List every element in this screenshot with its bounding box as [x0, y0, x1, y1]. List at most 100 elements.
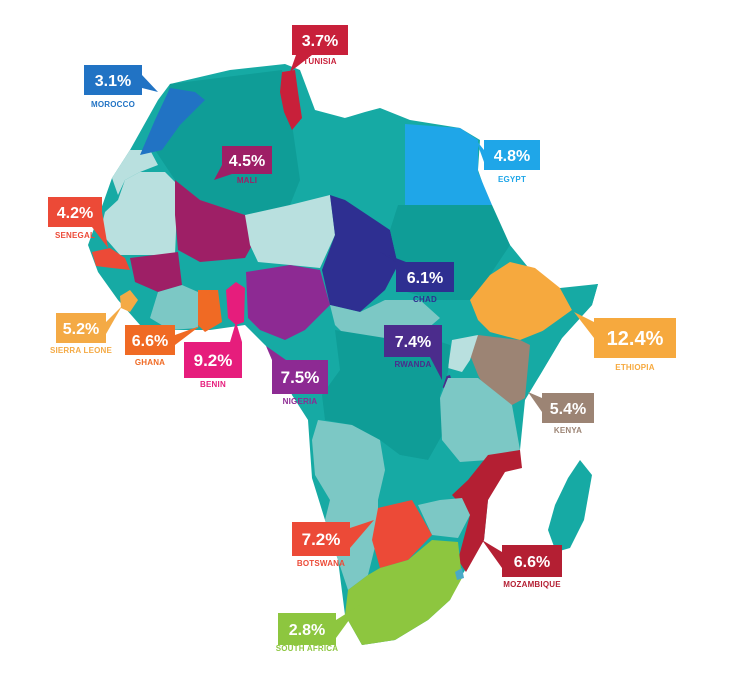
callout-country-label: MALI [237, 176, 257, 185]
callout-country-label: ETHIOPIA [615, 363, 654, 372]
callout-box [272, 360, 328, 394]
callout-pointer [574, 312, 594, 338]
callout-value: 7.5% [281, 368, 320, 387]
callout-south-africa: 2.8% SOUTH AFRICA [276, 605, 360, 653]
callout-value: 5.4% [550, 401, 586, 418]
callout-benin: 9.2% BENIN [184, 322, 242, 389]
map-regions [88, 64, 598, 645]
callout-pointer [230, 322, 242, 342]
region-zambia [385, 455, 468, 505]
callout-value: 6.6% [132, 333, 168, 350]
callout-box [278, 613, 336, 645]
region-botswana [372, 500, 432, 568]
callout-pointer [290, 55, 312, 72]
callout-box [84, 65, 142, 95]
callout-nigeria: 7.5% NIGERIA [266, 346, 328, 406]
region-chad [322, 195, 398, 312]
callout-pointer [380, 252, 406, 262]
region-egypt [405, 124, 492, 205]
callout-pointer [106, 306, 122, 334]
callout-botswana: 7.2% BOTSWANA [292, 520, 374, 568]
callout-mali: 4.5% MALI [214, 146, 272, 185]
callout-value: 6.6% [514, 554, 550, 571]
callout-chad: 6.1% CHAD [380, 252, 454, 304]
callout-value: 4.2% [57, 205, 93, 222]
callout-kenya: 5.4% KENYA [528, 392, 594, 435]
region-nigeria [246, 265, 330, 340]
callout-country-label: MOROCCO [91, 100, 135, 109]
region-somalia [512, 284, 598, 398]
callout-box [125, 325, 175, 355]
callout-country-label: SIERRA LEONE [50, 346, 113, 355]
callout-pointer [142, 75, 158, 92]
region-mali [175, 180, 255, 262]
callout-value: 5.2% [63, 321, 99, 338]
callout-sierra-leone: 5.2% SIERRA LEONE [50, 306, 122, 355]
callout-box [384, 325, 442, 357]
callout-country-label: EGYPT [498, 175, 526, 184]
callout-morocco: 3.1% MOROCCO [84, 65, 158, 109]
callout-tunisia: 3.7% TUNISIA [290, 25, 348, 72]
callout-pointer [476, 140, 484, 162]
callout-country-label: KENYA [554, 426, 582, 435]
region-tanzania [440, 378, 520, 462]
callout-box [502, 545, 562, 577]
callout-country-label: GHANA [135, 358, 165, 367]
callouts: 3.1%MOROCCO3.7%TUNISIA4.5%MALI4.8%EGYPT4… [48, 25, 676, 653]
callout-pointer [175, 326, 200, 345]
region-ethiopia [470, 262, 572, 340]
callout-senegal: 4.2% SENEGAL [48, 197, 108, 248]
region-zimbabwe [418, 498, 470, 538]
callout-pointer [482, 540, 502, 568]
region-angola [312, 420, 385, 500]
callout-country-label: CHAD [413, 295, 437, 304]
region-tunisia [280, 70, 302, 130]
region-madagascar [548, 460, 592, 552]
callout-country-label: MOZAMBIQUE [503, 580, 561, 589]
callout-box [484, 140, 540, 170]
callout-ethiopia: 12.4% ETHIOPIA [574, 312, 676, 372]
region-mozambique [452, 450, 522, 572]
callout-pointer [528, 392, 542, 412]
callout-box [184, 342, 242, 378]
callout-value: 3.7% [302, 33, 338, 50]
region-south-africa [345, 540, 462, 645]
callout-country-label: SOUTH AFRICA [276, 644, 339, 653]
callout-mozambique: 6.6% MOZAMBIQUE [482, 540, 562, 589]
callout-country-label: SENEGAL [55, 231, 95, 240]
callout-value: 9.2% [194, 351, 233, 370]
region-western-sahara [112, 150, 158, 195]
callout-egypt: 4.8% EGYPT [476, 140, 540, 184]
callout-value: 7.2% [302, 530, 341, 549]
region-ivory-coast [150, 285, 198, 330]
region-ghana [198, 290, 222, 332]
callout-box [594, 318, 676, 358]
callout-box [48, 197, 102, 227]
callout-box [222, 146, 272, 174]
region-sierra-leone [120, 290, 138, 312]
callout-value: 12.4% [607, 328, 664, 350]
callout-box [292, 25, 348, 55]
region-benin [226, 282, 245, 325]
callout-country-label: NIGERIA [283, 397, 318, 406]
callout-country-label: BENIN [200, 380, 226, 389]
callout-country-label: TUNISIA [303, 57, 336, 66]
callout-country-label: RWANDA [394, 360, 431, 369]
callout-value: 4.5% [229, 153, 265, 170]
callout-value: 4.8% [494, 148, 530, 165]
callout-pointer [430, 357, 442, 380]
region-libya [300, 110, 405, 200]
callout-value: 7.4% [395, 334, 431, 351]
region-drc [322, 330, 450, 460]
callout-box [56, 313, 106, 343]
region-guinea [130, 252, 182, 292]
callout-rwanda: 7.4% RWANDA [384, 325, 442, 380]
callout-box [542, 393, 594, 423]
callout-value: 6.1% [407, 270, 443, 287]
region-uganda [448, 335, 478, 372]
callout-pointer [336, 605, 360, 638]
region-niger [245, 195, 335, 268]
callout-value: 2.8% [289, 622, 325, 639]
callout-ghana: 6.6% GHANA [125, 325, 200, 367]
